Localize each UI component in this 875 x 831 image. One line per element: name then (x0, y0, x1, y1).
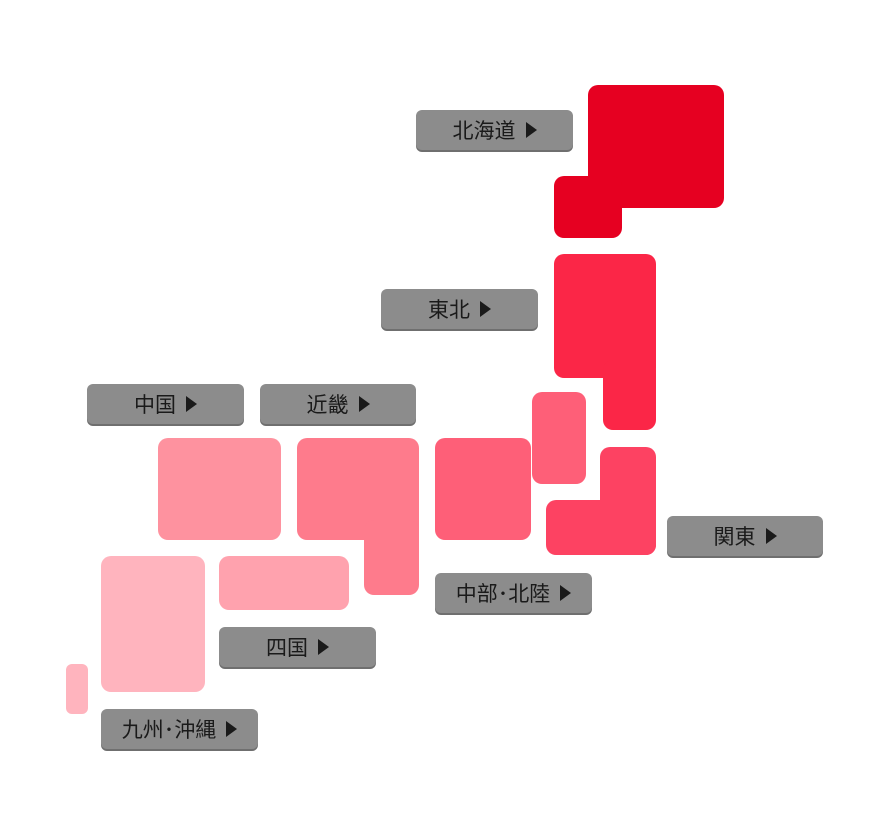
triangle-right-icon (525, 122, 537, 138)
triangle-right-icon (560, 585, 572, 601)
region-kinki-shape-lower[interactable] (364, 520, 419, 595)
chubu-label: 中部･北陸 (455, 582, 551, 606)
chubu-button[interactable]: 中部･北陸 (435, 573, 592, 613)
region-chubu-shape-main[interactable] (435, 438, 531, 540)
region-tohoku-shape[interactable] (554, 254, 656, 378)
region-chugoku-shape[interactable] (158, 438, 281, 540)
triangle-right-icon (765, 528, 777, 544)
region-hokkaido-shape-lower[interactable] (554, 176, 622, 238)
shikoku-label: 四国 (266, 636, 308, 660)
tohoku-label: 東北 (428, 298, 470, 322)
region-kanto-shape-lower[interactable] (546, 500, 656, 555)
kinki-label: 近畿 (306, 393, 349, 417)
hokkaido-label: 北海道 (452, 119, 516, 143)
hokkaido-button[interactable]: 北海道 (416, 110, 573, 150)
shikoku-button[interactable]: 四国 (219, 627, 376, 667)
triangle-right-icon (480, 301, 491, 317)
triangle-right-icon (226, 721, 238, 737)
kyushu-button[interactable]: 九州･沖縄 (101, 709, 258, 749)
triangle-right-icon (358, 396, 370, 412)
region-kyushu-shape[interactable] (101, 556, 205, 692)
kanto-label: 関東 (713, 525, 756, 549)
region-shikoku-shape[interactable] (219, 556, 349, 610)
triangle-right-icon (318, 639, 329, 655)
region-okinawa-shape[interactable] (66, 664, 88, 714)
chugoku-label: 中国 (134, 393, 176, 417)
kyushu-label: 九州･沖縄 (121, 718, 217, 742)
chugoku-button[interactable]: 中国 (87, 384, 244, 424)
kanto-button[interactable]: 関東 (667, 516, 823, 556)
triangle-right-icon (186, 396, 197, 412)
kinki-button[interactable]: 近畿 (260, 384, 416, 424)
tohoku-button[interactable]: 東北 (381, 289, 538, 329)
region-tohoku-shape-lower[interactable] (603, 360, 656, 430)
region-chubu-shape[interactable] (532, 392, 586, 484)
